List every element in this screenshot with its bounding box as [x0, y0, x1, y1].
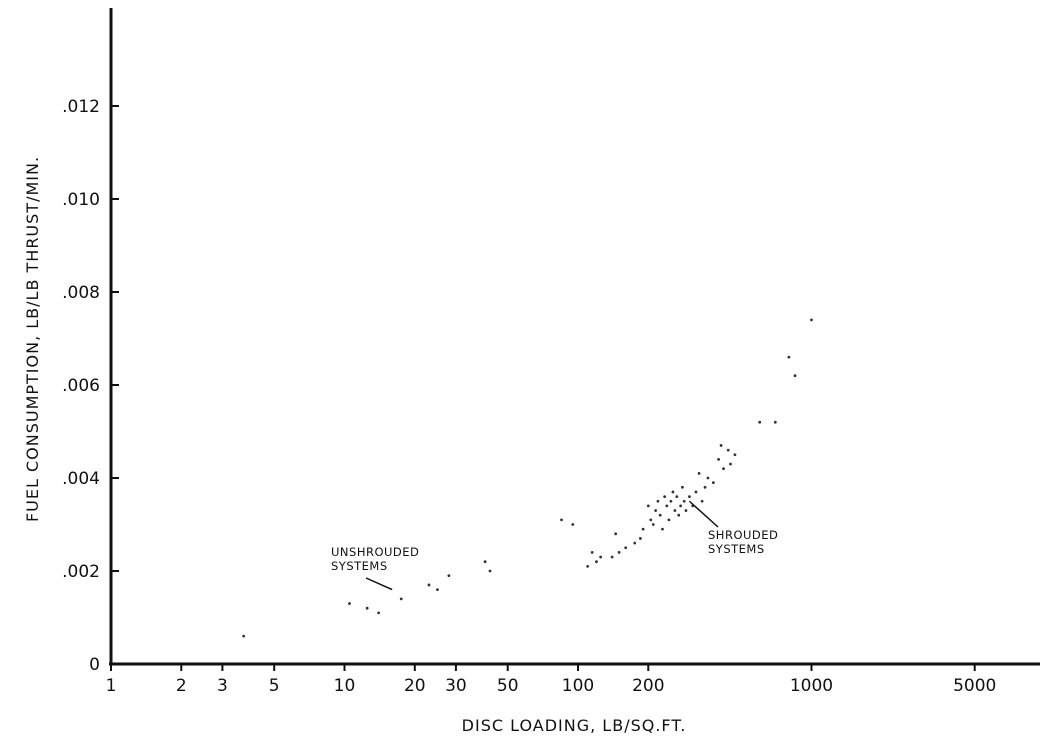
data-point — [711, 481, 715, 485]
data-point — [649, 518, 653, 522]
data-point — [654, 509, 658, 512]
x-tick-label: 30 — [445, 676, 467, 696]
data-point — [673, 509, 677, 512]
data-point — [651, 523, 655, 526]
data-point — [722, 467, 725, 471]
data-point — [348, 602, 351, 605]
data-point — [638, 537, 642, 540]
data-point — [427, 583, 431, 587]
x-tick-label: 20 — [404, 676, 426, 696]
data-point — [675, 495, 679, 498]
data-point — [586, 564, 590, 568]
annotation-leader-line — [688, 500, 719, 528]
x-axis-title: DISC LOADING, LB/SQ.FT. — [462, 716, 687, 735]
x-tick-label: 1 — [106, 676, 117, 696]
data-point — [682, 499, 686, 503]
data-point — [729, 462, 732, 466]
data-point — [488, 569, 492, 573]
x-tick-label: 200 — [632, 676, 664, 696]
data-point — [656, 499, 660, 503]
y-tick-label: .008 — [62, 283, 100, 303]
data-point — [773, 420, 777, 424]
x-tick-label: 5 — [269, 676, 280, 696]
data-point — [377, 611, 381, 615]
data-point — [679, 504, 682, 508]
data-point — [697, 471, 701, 475]
data-point — [571, 523, 575, 526]
data-point — [787, 355, 791, 359]
data-point — [677, 513, 681, 517]
data-point — [700, 499, 704, 503]
data-point — [590, 551, 594, 554]
data-point — [365, 606, 369, 610]
data-point — [793, 374, 797, 378]
x-tick-label: 1000 — [790, 676, 833, 696]
data-point — [610, 555, 614, 559]
y-tick-label: .010 — [62, 190, 100, 210]
x-tick-label: 50 — [497, 676, 519, 696]
x-tick-label: 10 — [334, 676, 356, 696]
data-point — [681, 485, 684, 489]
annotation-label: SYSTEMS — [331, 559, 388, 573]
x-tick-label: 2 — [176, 676, 187, 696]
data-point — [447, 574, 451, 578]
data-point — [614, 532, 618, 536]
data-point — [617, 551, 621, 554]
y-axis-ticks: 0 .002 .004 .006 .008 .010 .012 — [62, 97, 119, 675]
y-tick-label: 0 — [89, 655, 100, 675]
data-point — [717, 458, 720, 461]
data-point — [733, 453, 737, 457]
data-point — [694, 490, 698, 494]
data-point — [684, 509, 688, 512]
x-axis-ticks: 1 2 3 5 10 20 30 50 100 200 1000 5000 — [106, 664, 996, 696]
data-point — [663, 495, 667, 498]
data-point — [560, 518, 563, 522]
annotation-label: UNSHROUDED — [331, 545, 419, 559]
data-point — [726, 448, 730, 452]
data-point — [633, 541, 637, 545]
data-point — [669, 499, 673, 503]
y-tick-label: .006 — [62, 376, 100, 396]
data-point — [810, 318, 813, 322]
data-point — [624, 546, 628, 550]
data-point — [719, 444, 723, 447]
data-point — [242, 634, 246, 638]
data-point — [436, 588, 439, 591]
data-point — [667, 518, 671, 522]
data-point — [688, 495, 691, 498]
x-tick-label: 100 — [562, 676, 594, 696]
data-point — [599, 555, 603, 559]
y-tick-label: .004 — [62, 469, 100, 489]
data-points — [242, 318, 813, 638]
data-point — [595, 560, 598, 564]
data-point — [483, 560, 487, 564]
data-point — [703, 485, 707, 489]
y-tick-label: .002 — [62, 562, 100, 582]
data-point — [646, 504, 650, 508]
data-point — [399, 597, 403, 601]
data-point — [706, 476, 710, 480]
data-point — [671, 490, 675, 494]
y-axis-title: FUEL CONSUMPTION, LB/LB THRUST/MIN. — [23, 156, 42, 522]
y-tick-label: .012 — [62, 97, 100, 117]
data-point — [658, 513, 662, 517]
annotation-label: SHROUDED — [708, 528, 778, 542]
chart-frame — [109, 8, 1040, 666]
data-point — [665, 504, 669, 508]
annotation-label: SYSTEMS — [708, 542, 765, 556]
data-point — [641, 527, 645, 531]
x-tick-label: 3 — [217, 676, 228, 696]
x-tick-label: 5000 — [953, 676, 996, 696]
data-point — [758, 420, 762, 424]
data-point — [661, 527, 664, 531]
annotation-leader-line — [365, 577, 393, 591]
